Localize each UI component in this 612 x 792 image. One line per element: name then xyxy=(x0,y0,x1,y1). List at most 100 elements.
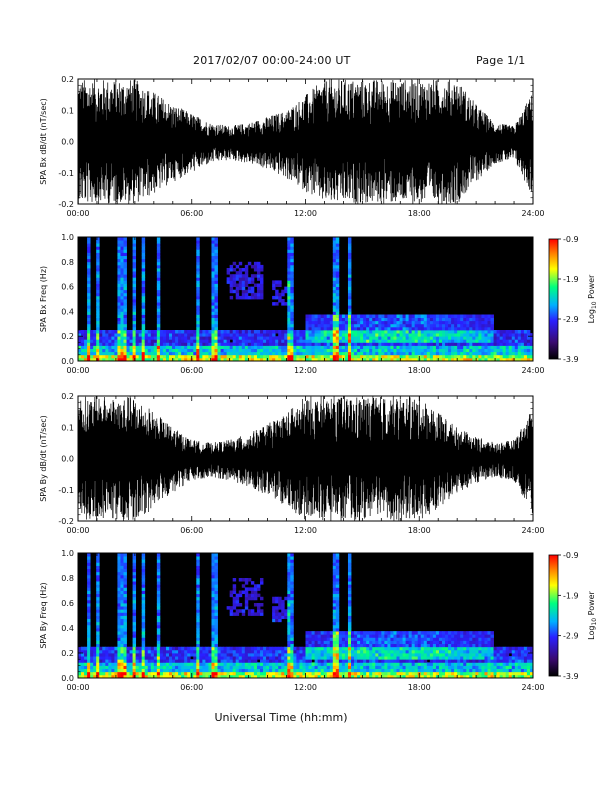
spectrogram-cell xyxy=(396,640,400,645)
spectrogram-cell xyxy=(417,326,422,331)
spectrogram-cell xyxy=(457,659,461,663)
spectrogram-cell xyxy=(469,342,473,346)
spectrogram-cell xyxy=(378,351,382,356)
spectrogram-cell xyxy=(311,671,315,676)
spectrogram-cell xyxy=(478,640,482,645)
spectrogram-cell xyxy=(508,345,513,349)
spectrogram-cell xyxy=(214,640,218,645)
spectrogram-cell xyxy=(311,653,315,657)
spectrogram-cell xyxy=(405,656,410,660)
spectrogram-cell xyxy=(442,326,446,331)
spectrogram-cell xyxy=(156,596,161,601)
spectrogram-cell xyxy=(526,342,531,346)
spectrogram-cell xyxy=(90,336,94,340)
spectrogram-cell xyxy=(390,646,394,651)
spectrogram-cell xyxy=(429,326,434,331)
spectrogram-cell xyxy=(332,246,337,250)
spectrogram-cell xyxy=(490,643,494,648)
spectrogram-cell xyxy=(466,326,470,331)
spectrogram-cell xyxy=(178,339,182,343)
spectrogram-cell xyxy=(120,568,124,573)
spectrogram-cell xyxy=(354,662,358,666)
spectrogram-cell xyxy=(287,574,291,579)
spectrogram-cell xyxy=(102,665,106,670)
spectrogram-cell xyxy=(229,342,234,346)
spectrogram-cell xyxy=(193,348,197,353)
spectrogram-cell xyxy=(290,308,294,312)
spectrogram-cell xyxy=(250,612,255,616)
spectrogram-cell xyxy=(335,336,340,340)
spectrogram-cell xyxy=(238,330,243,334)
spectrogram-cell xyxy=(96,311,100,315)
spectrogram-cell xyxy=(287,289,291,294)
spectrogram-cell xyxy=(156,320,161,325)
spectrogram-cell xyxy=(329,326,334,331)
spectrogram-cell xyxy=(275,280,279,284)
spectrogram-cell xyxy=(87,305,91,309)
spectrogram-cell xyxy=(235,295,240,300)
spectrogram-cell xyxy=(247,330,252,334)
spectrogram-cell xyxy=(344,671,349,676)
spectrogram-cell xyxy=(357,342,361,346)
spectrogram-cell xyxy=(484,665,488,670)
spectrogram-cell xyxy=(481,659,485,663)
spectrogram-cell xyxy=(229,656,234,660)
spectrogram-cell xyxy=(314,643,319,648)
spectrogram-cell xyxy=(260,268,264,272)
spectrogram-cell xyxy=(526,351,531,356)
spectrogram-cell xyxy=(126,656,130,660)
spectrogram-cell xyxy=(141,643,146,648)
spectrogram-cell xyxy=(347,317,352,322)
spectrogram-cell xyxy=(341,351,346,356)
spectrogram-cell xyxy=(238,671,243,676)
spectrogram-cell xyxy=(332,581,337,585)
spectrogram-cell xyxy=(211,559,215,563)
spectrogram-cell xyxy=(238,286,243,291)
spectrogram-cell xyxy=(402,668,406,673)
spectrogram-cell xyxy=(305,637,309,641)
spectrogram-cell xyxy=(260,351,264,356)
spectrogram-cell xyxy=(311,668,315,673)
spectrogram-cell xyxy=(172,357,176,362)
spectrogram-cell xyxy=(332,624,337,629)
spectrogram-cell xyxy=(123,571,127,576)
spectrogram-cell xyxy=(211,286,215,291)
spectrogram-cell xyxy=(326,643,331,648)
spectrogram-cell xyxy=(351,351,355,356)
spectrogram-cell xyxy=(390,323,394,328)
spectrogram-cell xyxy=(117,252,121,256)
spectrogram-cell xyxy=(375,649,379,654)
spectrogram-cell xyxy=(344,656,349,660)
spectrogram-cell xyxy=(229,295,234,300)
spectrogram-cell xyxy=(363,348,367,353)
spectrogram-cell xyxy=(132,348,137,353)
spectrogram-cell xyxy=(278,662,282,666)
spectrogram-cell xyxy=(526,330,531,334)
spectrogram-cell xyxy=(472,674,476,679)
y-tick-label: -0.2 xyxy=(58,200,74,209)
spectrogram-cell xyxy=(96,323,100,328)
spectrogram-cell xyxy=(126,345,130,349)
spectrogram-cell xyxy=(108,653,112,657)
spectrogram-cell xyxy=(123,271,127,275)
spectrogram-cell xyxy=(435,336,440,340)
spectrogram-cell xyxy=(117,668,121,673)
spectrogram-cell xyxy=(266,351,270,356)
spectrogram-cell xyxy=(117,562,121,566)
spectrogram-cell xyxy=(393,330,397,334)
spectrogram-cell xyxy=(153,656,158,660)
spectrogram-cell xyxy=(308,330,312,334)
spectrogram-cell xyxy=(329,643,334,648)
spectrogram-cell xyxy=(478,653,482,657)
spectrogram-cell xyxy=(381,662,385,666)
spectrogram-cell xyxy=(141,609,146,613)
spectrogram-cell xyxy=(111,333,115,337)
spectrogram-cell xyxy=(181,339,185,343)
spectrogram-cell xyxy=(344,646,349,651)
spectrogram-cell xyxy=(335,618,340,623)
spectrogram-cell xyxy=(442,662,446,666)
spectrogram-cell xyxy=(423,637,428,641)
spectrogram-cell xyxy=(378,314,382,318)
spectrogram-cell xyxy=(369,637,373,641)
spectrogram-cell xyxy=(405,357,410,362)
